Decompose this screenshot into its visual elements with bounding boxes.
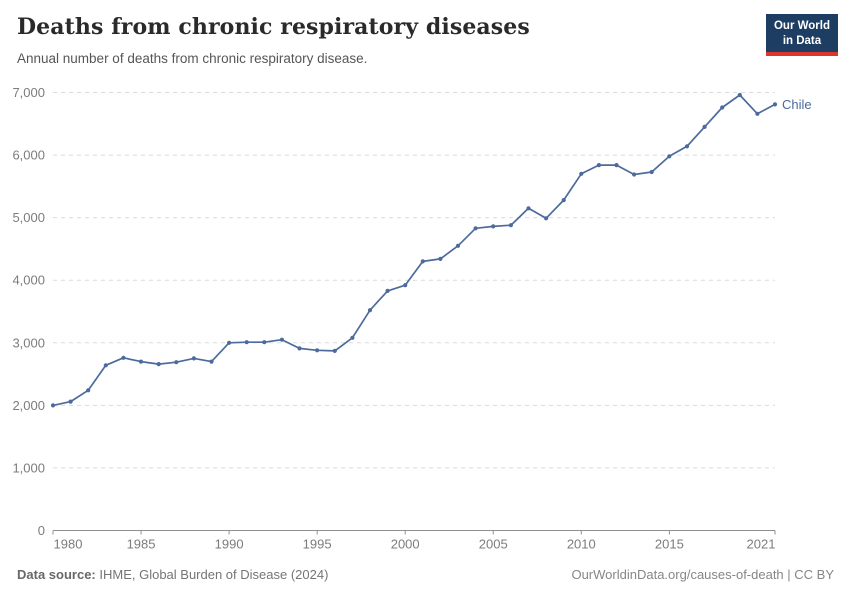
x-axis-tick-label: 2015 <box>655 537 684 552</box>
y-axis-tick-label: 1,000 <box>12 460 45 475</box>
data-point <box>702 124 707 129</box>
data-point <box>632 172 637 177</box>
x-axis-tick-label: 2010 <box>567 537 596 552</box>
data-point <box>667 154 672 159</box>
data-point <box>614 163 619 168</box>
data-point <box>279 337 284 342</box>
data-point <box>544 216 549 221</box>
data-point <box>420 259 425 264</box>
data-point <box>755 111 760 116</box>
data-point <box>315 348 320 353</box>
y-axis-tick-label: 0 <box>38 523 45 538</box>
data-point <box>403 283 408 288</box>
data-point <box>138 359 144 364</box>
x-axis-tick-label: 1980 <box>54 537 83 552</box>
data-point <box>68 399 73 404</box>
data-point <box>50 403 56 408</box>
series-end-label: Chile <box>782 97 812 112</box>
data-point <box>244 340 249 345</box>
owid-logo-line1: Our World <box>773 20 830 32</box>
data-point <box>596 163 602 168</box>
data-point <box>491 224 496 229</box>
data-point <box>561 198 566 203</box>
data-point <box>385 288 390 293</box>
y-axis-tick-label: 5,000 <box>12 210 45 225</box>
y-axis-tick-label: 4,000 <box>12 273 45 288</box>
x-axis-tick-label: 1995 <box>303 537 332 552</box>
chart-footer: Data source: IHME, Global Burden of Dise… <box>17 567 834 582</box>
data-point <box>438 256 443 261</box>
data-point <box>174 360 179 365</box>
y-axis-tick-label: 2,000 <box>12 398 45 413</box>
owid-logo-line2: in Data <box>782 34 822 47</box>
data-point <box>720 105 725 110</box>
data-point <box>579 171 584 176</box>
y-axis-tick-label: 7,000 <box>12 85 45 100</box>
y-axis-tick-label: 3,000 <box>12 335 45 350</box>
x-axis-tick-label: 1985 <box>127 537 156 552</box>
data-point <box>350 335 355 340</box>
data-source-text: IHME, Global Burden of Disease (2024) <box>95 567 329 582</box>
data-point <box>297 346 302 351</box>
owid-logo: Our World in Data <box>765 14 838 56</box>
data-point <box>684 144 690 149</box>
data-point <box>86 388 91 393</box>
series-line-chile <box>52 94 776 407</box>
data-point <box>649 169 654 175</box>
y-axis-tick-label: 6,000 <box>12 148 45 163</box>
x-axis-tick-label: 1990 <box>215 537 244 552</box>
data-source-label: Data source: <box>17 567 96 582</box>
data-point <box>772 102 778 107</box>
data-point <box>526 206 531 211</box>
x-axis-tick-label: 2005 <box>479 537 508 552</box>
data-source: Data source: IHME, Global Burden of Dise… <box>17 567 328 582</box>
data-point <box>121 355 126 360</box>
x-axis-tick-label: 2000 <box>391 537 420 552</box>
data-point <box>209 359 214 364</box>
data-point <box>191 356 196 361</box>
data-point <box>262 340 267 345</box>
data-point <box>737 92 742 98</box>
data-point <box>227 340 232 345</box>
data-point <box>455 243 461 248</box>
data-point <box>473 226 478 231</box>
data-point <box>508 223 513 228</box>
page-title: Deaths from chronic respiratory diseases <box>17 14 530 40</box>
data-point <box>103 363 108 368</box>
attribution-link: OurWorldinData.org/causes-of-death | CC … <box>571 567 834 582</box>
x-axis-tick-label: 2021 <box>747 537 776 552</box>
data-point <box>156 362 161 367</box>
data-point <box>367 308 373 313</box>
data-point <box>332 348 337 353</box>
chart-subtitle: Annual number of deaths from chronic res… <box>17 51 368 66</box>
